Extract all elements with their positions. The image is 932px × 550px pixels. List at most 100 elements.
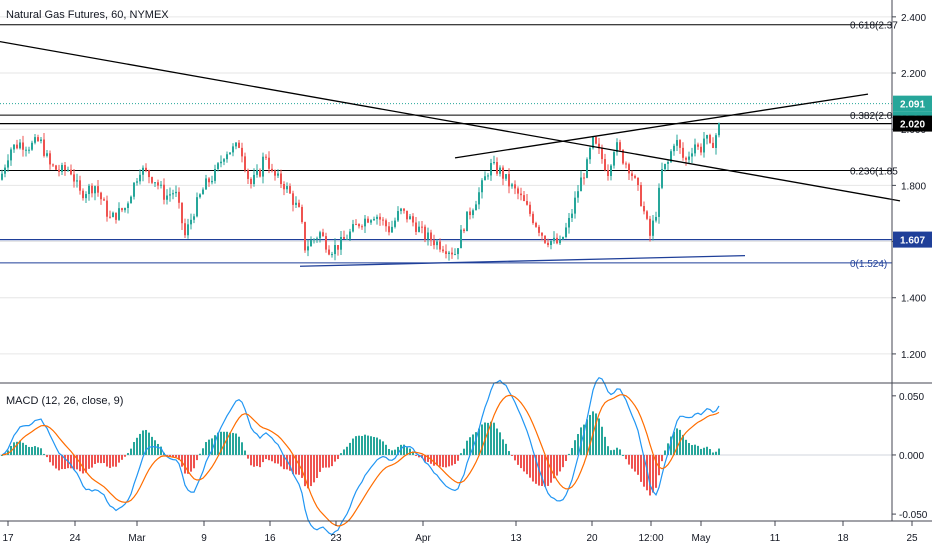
time-tick-label: 25 bbox=[906, 533, 918, 544]
macd-histogram-bar bbox=[268, 454, 270, 461]
candle-body bbox=[547, 242, 549, 245]
candle-body bbox=[154, 182, 156, 184]
macd-histogram-bar bbox=[505, 443, 507, 455]
candle-body bbox=[25, 149, 27, 151]
candle-body bbox=[133, 182, 135, 197]
macd-tick-label: 0.000 bbox=[899, 451, 924, 462]
candle-body bbox=[499, 167, 501, 174]
candle-body bbox=[409, 216, 411, 220]
candle-body bbox=[55, 165, 57, 170]
macd-tick-label: -0.050 bbox=[899, 510, 928, 521]
macd-histogram-bar bbox=[655, 454, 657, 488]
macd-histogram-bar bbox=[601, 426, 603, 455]
macd-histogram-bar bbox=[253, 454, 255, 467]
macd-histogram-bar bbox=[358, 435, 360, 455]
macd-histogram-bar bbox=[235, 433, 237, 455]
time-tick-label: 23 bbox=[330, 533, 342, 544]
candle-body bbox=[124, 208, 126, 211]
candle-body bbox=[274, 170, 276, 176]
candle-body bbox=[61, 165, 63, 172]
candle-body bbox=[709, 134, 711, 143]
macd-histogram-bar bbox=[355, 436, 357, 455]
candle-body bbox=[376, 216, 378, 219]
candle-body bbox=[640, 185, 642, 207]
macd-histogram-bar bbox=[154, 440, 156, 455]
candle-body bbox=[559, 239, 561, 244]
macd-histogram-bar bbox=[475, 432, 477, 455]
time-tick-label: 16 bbox=[264, 533, 276, 544]
price-tick-label: 2.400 bbox=[901, 13, 926, 24]
candle-body bbox=[214, 168, 216, 181]
candle-body bbox=[1, 173, 3, 180]
macd-histogram-bar bbox=[460, 453, 462, 455]
macd-histogram-bar bbox=[46, 454, 48, 458]
trendline[interactable] bbox=[0, 40, 901, 202]
candle-body bbox=[538, 226, 540, 233]
trendline[interactable] bbox=[299, 254, 746, 267]
candle-body bbox=[193, 216, 195, 220]
macd-histogram-bar bbox=[703, 447, 705, 455]
macd-histogram-bar bbox=[31, 446, 33, 455]
candle-body bbox=[10, 149, 12, 161]
macd-histogram-bar bbox=[361, 435, 363, 455]
candle-body bbox=[163, 184, 165, 200]
candle-body bbox=[604, 159, 606, 171]
macd-label: MACD (12, 26, close, 9) bbox=[6, 395, 123, 407]
macd-histogram-bar bbox=[436, 454, 438, 466]
macd-histogram-bar bbox=[604, 436, 606, 455]
candle-body bbox=[64, 165, 66, 170]
candle-body bbox=[664, 163, 666, 170]
candle-body bbox=[616, 142, 618, 153]
macd-histogram-bar bbox=[595, 413, 597, 455]
candle-body bbox=[37, 137, 39, 141]
macd-histogram-bar bbox=[556, 454, 558, 476]
candle-body bbox=[562, 236, 564, 240]
candle-body bbox=[682, 147, 684, 158]
candle-body bbox=[139, 174, 141, 182]
horizontal-lines: 0.618(2.37 0.382(2.05 0.236(1.85 0(1.524) bbox=[0, 21, 898, 270]
macd-histogram-bar bbox=[58, 454, 60, 471]
candle-body bbox=[658, 187, 660, 217]
candle-body bbox=[637, 177, 639, 186]
time-tick-label: May bbox=[692, 533, 711, 544]
macd-histogram-bar bbox=[643, 454, 645, 487]
candle-body bbox=[466, 211, 468, 232]
trendlines[interactable] bbox=[0, 40, 901, 267]
time-tick-label: 20 bbox=[586, 533, 598, 544]
candle-body bbox=[430, 232, 432, 241]
candle-body bbox=[223, 159, 225, 162]
candle-body bbox=[136, 181, 138, 183]
candle-body bbox=[688, 156, 690, 160]
macd-histogram-bar bbox=[73, 454, 75, 470]
candle-body bbox=[319, 232, 321, 239]
macd-histogram-bar bbox=[568, 453, 570, 455]
macd-histogram-bar bbox=[115, 454, 117, 467]
macd-histogram-bar bbox=[100, 454, 102, 464]
time-tick-label: 17 bbox=[2, 533, 14, 544]
candle-body bbox=[259, 169, 261, 177]
candle-body bbox=[178, 191, 180, 203]
time-tick-label: 18 bbox=[837, 533, 849, 544]
candle-body bbox=[325, 236, 327, 250]
candle-body bbox=[262, 156, 264, 177]
candle-body bbox=[181, 202, 183, 224]
candle-body bbox=[340, 236, 342, 250]
candle-body bbox=[196, 197, 198, 217]
candle-body bbox=[16, 144, 18, 149]
candle-body bbox=[475, 204, 477, 211]
macd-histogram-bar bbox=[202, 448, 204, 455]
macd-histogram-bar bbox=[181, 454, 183, 467]
candle-body bbox=[403, 208, 405, 211]
candle-body bbox=[418, 226, 420, 232]
macd-histogram-bar bbox=[343, 449, 345, 455]
price-tick-label: 1.400 bbox=[901, 294, 926, 305]
price-tick-label: 1.800 bbox=[901, 181, 926, 192]
macd-histogram-bar bbox=[109, 454, 111, 468]
candle-body bbox=[115, 212, 117, 220]
macd-histogram-bar bbox=[16, 441, 18, 455]
candle-body bbox=[91, 185, 93, 194]
candle-body bbox=[364, 218, 366, 227]
trendline[interactable] bbox=[454, 93, 869, 159]
macd-histogram-bar bbox=[265, 454, 267, 460]
